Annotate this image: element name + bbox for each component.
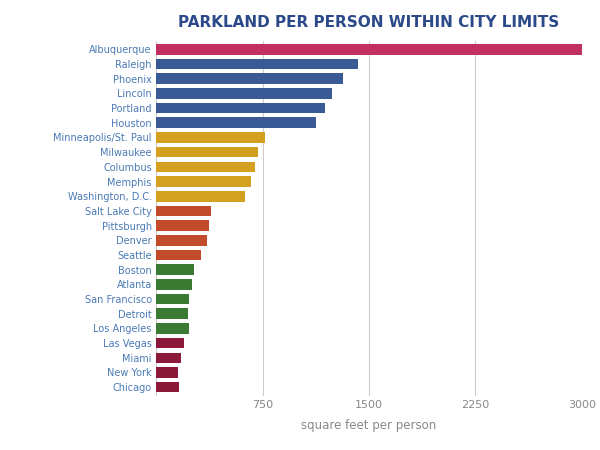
Bar: [156, 58, 358, 69]
Bar: [156, 206, 211, 216]
Bar: [156, 279, 191, 290]
Bar: [156, 220, 209, 231]
Bar: [156, 88, 332, 99]
Bar: [156, 191, 245, 202]
Bar: [156, 338, 184, 348]
Bar: [156, 235, 207, 246]
Bar: [156, 308, 188, 319]
Bar: [156, 294, 190, 304]
Bar: [156, 44, 582, 54]
Bar: [156, 323, 188, 334]
Bar: [156, 176, 251, 187]
Text: MILE: MILE: [21, 431, 42, 440]
Bar: [156, 265, 194, 275]
Bar: [156, 103, 325, 113]
Text: SQUARE: SQUARE: [19, 424, 44, 429]
Bar: [156, 250, 202, 260]
Bar: [156, 352, 181, 363]
Bar: [156, 73, 343, 84]
Bar: [156, 367, 178, 378]
Bar: [156, 162, 256, 172]
Bar: [156, 117, 316, 128]
X-axis label: square feet per person: square feet per person: [301, 418, 437, 432]
Bar: [156, 147, 258, 158]
Bar: [156, 132, 265, 143]
Title: PARKLAND PER PERSON WITHIN CITY LIMITS: PARKLAND PER PERSON WITHIN CITY LIMITS: [178, 14, 560, 30]
Bar: [156, 382, 179, 392]
Text: PER: PER: [23, 413, 40, 422]
